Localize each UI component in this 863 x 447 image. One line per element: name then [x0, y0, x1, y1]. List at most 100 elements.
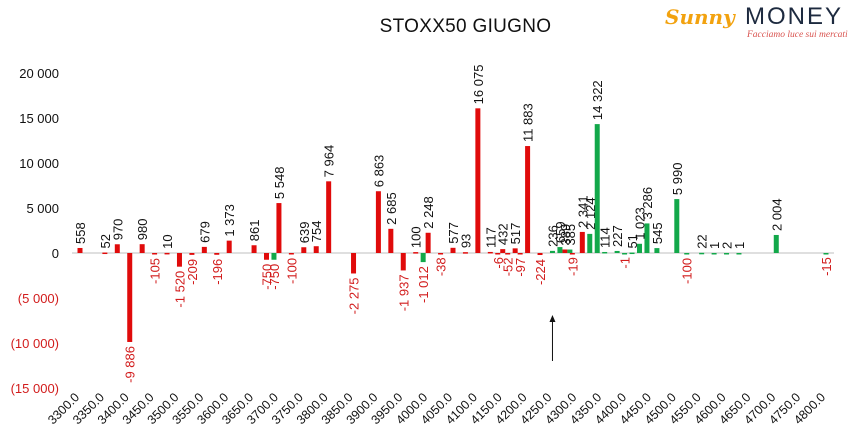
data-label: 14 322 [590, 80, 605, 120]
bar [487, 251, 493, 254]
bar [127, 253, 133, 342]
data-label: -1 [618, 257, 633, 269]
data-label: -38 [434, 257, 449, 276]
bar [567, 249, 573, 253]
y-tick-label: (5 000) [18, 291, 59, 306]
bar [644, 223, 650, 253]
data-label: -1 012 [416, 266, 431, 303]
bar [569, 253, 575, 255]
logo-brand-sunny: Sunny [665, 5, 735, 29]
bar [413, 252, 419, 254]
data-label: 545 [650, 222, 665, 244]
bar [326, 181, 332, 253]
bar [711, 252, 717, 255]
data-label: -15 [819, 257, 834, 276]
data-label: 1 [732, 242, 747, 249]
bar [214, 253, 220, 255]
data-label: 11 883 [521, 103, 536, 142]
data-label: 2 124 [583, 197, 598, 230]
data-label: -100 [284, 258, 299, 284]
bar [594, 124, 600, 254]
bar [622, 253, 628, 255]
bar [549, 250, 555, 253]
data-label: 7 964 [322, 145, 337, 178]
data-label: 1 [707, 242, 722, 249]
bar [189, 253, 195, 255]
data-label: -52 [501, 257, 516, 276]
data-label: 52 [98, 234, 113, 248]
bar [537, 253, 543, 256]
bar [114, 244, 120, 253]
bar [351, 253, 357, 274]
bar [602, 251, 608, 254]
logo-brand-money: MONEY [745, 3, 844, 30]
data-label: 679 [197, 221, 212, 243]
data-label: 2 341 [575, 195, 590, 228]
data-label: 236 [545, 225, 560, 247]
bar [724, 252, 730, 255]
data-label: 517 [508, 223, 523, 245]
data-label: 970 [110, 219, 125, 241]
data-label: 639 [297, 222, 312, 244]
data-label: -2 275 [347, 277, 362, 314]
bar [462, 252, 468, 254]
data-label: -1 520 [172, 271, 187, 308]
data-label: -750 [267, 264, 282, 290]
bar [674, 199, 680, 253]
bar [579, 231, 585, 253]
data-label: 558 [73, 222, 88, 244]
bar [425, 232, 431, 253]
bar [637, 243, 642, 253]
data-label: 227 [610, 225, 625, 247]
bar [823, 253, 829, 255]
logo-tagline: Facciamo luce sui mercati [747, 30, 848, 40]
bar [102, 252, 108, 255]
bar [525, 146, 531, 253]
bar [614, 250, 620, 253]
data-label: 16 075 [471, 65, 486, 105]
data-label: -196 [210, 259, 225, 285]
data-label: 117 [483, 227, 498, 248]
bar [313, 246, 319, 253]
y-tick-label: 0 [52, 246, 59, 261]
y-tick-label: (10 000) [11, 336, 59, 351]
bar [736, 252, 742, 255]
y-tick-label: (15 000) [11, 381, 59, 396]
y-tick-label: 10 000 [19, 156, 59, 171]
logo: Sunny MONEY Facciamo luce sui mercati [665, 3, 861, 45]
bar [139, 244, 145, 253]
data-label: 22 [695, 234, 710, 248]
data-label: 2 685 [384, 192, 399, 225]
data-label: 114 [598, 227, 613, 248]
data-label: -1 937 [396, 274, 411, 311]
data-label: -19 [565, 257, 580, 276]
y-tick-label: 15 000 [19, 111, 59, 126]
data-label: -224 [533, 259, 548, 285]
bar [517, 253, 523, 255]
bar [505, 253, 511, 255]
bar [164, 252, 170, 255]
data-label: 754 [309, 221, 324, 243]
bar [288, 253, 294, 255]
annotation-arrow-head [549, 315, 556, 322]
data-label: 5 990 [670, 163, 685, 196]
bar [264, 253, 269, 260]
data-label: 6 863 [371, 155, 386, 188]
bar [276, 203, 282, 253]
chart-title: STOXX50 GIUGNO [379, 16, 552, 37]
bar [226, 240, 232, 253]
data-label: 980 [135, 218, 150, 240]
bar [495, 253, 501, 255]
bar [77, 247, 83, 253]
data-label: 51 [625, 234, 640, 248]
data-label: 2 004 [769, 198, 784, 231]
data-label: 5 548 [272, 167, 287, 200]
data-label: 2 [720, 242, 735, 249]
bar [773, 234, 779, 253]
bar [201, 246, 207, 253]
bar [375, 191, 381, 253]
bar [654, 248, 660, 253]
bar [587, 233, 593, 253]
bar [388, 228, 394, 253]
